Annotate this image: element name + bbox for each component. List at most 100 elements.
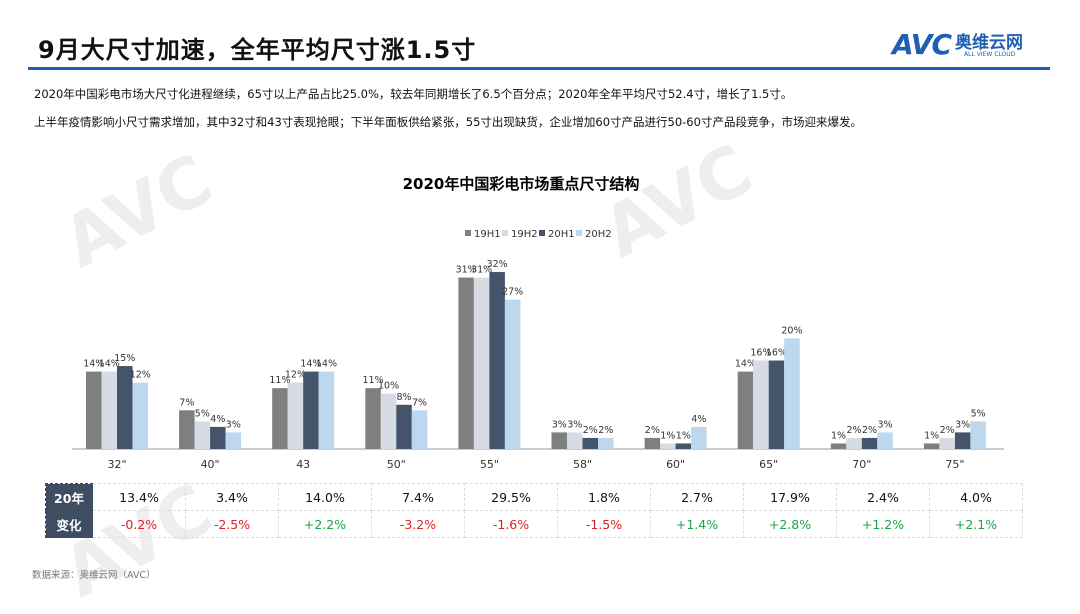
data-label: 2% <box>645 425 660 436</box>
data-label: 20% <box>781 325 802 336</box>
row-label: 20年 <box>45 483 93 511</box>
x-tick-label: 40" <box>201 458 220 471</box>
bar-20H1 <box>582 437 598 449</box>
bar-19H2 <box>101 371 117 449</box>
bar-20H1 <box>303 371 319 449</box>
change-cell: +2.2% <box>278 510 372 538</box>
data-label: 10% <box>378 381 399 392</box>
change-cell: +1.4% <box>650 510 744 538</box>
share-cell: 4.0% <box>929 483 1023 511</box>
data-source: 数据来源：奥维云网（AVC） <box>32 570 156 581</box>
bar-19H2 <box>939 437 955 449</box>
change-cell: -2.5% <box>185 510 279 538</box>
bar-20H2 <box>225 432 242 449</box>
data-label: 3% <box>226 419 241 430</box>
bar-chart: 2020年中国彩电市场重点尺寸结构32"14%14%15%12%40"7%5%4… <box>72 175 1004 471</box>
data-label: 1% <box>676 430 691 441</box>
bar-20H2 <box>318 371 335 449</box>
bar-19H2 <box>194 421 211 449</box>
data-label: 27% <box>502 287 523 298</box>
bar-19H1 <box>644 437 661 449</box>
header-divider <box>28 67 1050 70</box>
bar-19H1 <box>179 410 195 449</box>
bar-20H2 <box>970 421 986 449</box>
legend-swatch <box>539 230 545 236</box>
x-tick-label: 60" <box>666 458 685 471</box>
bar-19H1 <box>86 371 102 449</box>
x-tick-label: 43 <box>296 458 310 471</box>
legend-swatch <box>465 230 471 236</box>
bar-20H2 <box>784 338 800 449</box>
data-label: 12% <box>285 370 306 381</box>
data-label: 5% <box>195 408 210 419</box>
page-title: 9月大尺寸加速，全年平均尺寸涨1.5寸 <box>38 36 477 64</box>
legend-label: 19H2 <box>511 229 538 240</box>
bar-20H1 <box>675 443 692 449</box>
data-label: 12% <box>130 370 151 381</box>
bar-20H2 <box>411 410 428 449</box>
bar-19H2 <box>567 432 583 449</box>
data-label: 14% <box>316 359 337 370</box>
share-cell: 29.5% <box>464 483 558 511</box>
data-label: 14% <box>83 359 104 370</box>
legend-label: 19H1 <box>474 229 501 240</box>
bar-20H2 <box>132 382 148 449</box>
data-label: 3% <box>878 419 893 430</box>
x-tick-label: 70" <box>852 458 871 471</box>
data-label: 1% <box>660 430 675 441</box>
data-label: 2% <box>862 425 877 436</box>
x-tick-label: 58" <box>573 458 592 471</box>
summary-line: 2020年中国彩电市场大尺寸化进程继续，65寸以上产品占比25.0%，较去年同期… <box>34 87 793 101</box>
data-label: 8% <box>397 392 412 403</box>
bar-19H1 <box>272 388 288 449</box>
data-label: 7% <box>179 397 194 408</box>
data-label: 11% <box>269 375 290 386</box>
legend-label: 20H2 <box>585 229 612 240</box>
x-tick-label: 50" <box>387 458 406 471</box>
share-cell: 3.4% <box>185 483 279 511</box>
data-label: 16% <box>750 348 771 359</box>
bar-20H1 <box>861 437 878 449</box>
summary-line: 上半年疫情影响小尺寸需求增加，其中32寸和43寸表现抢眼；下半年面板供给紧张，5… <box>34 115 862 129</box>
share-cell: 17.9% <box>743 483 837 511</box>
data-label: 16% <box>766 348 787 359</box>
data-label: 15% <box>114 353 135 364</box>
x-tick-label: 32" <box>107 458 126 471</box>
data-label: 14% <box>300 359 321 370</box>
data-label: 3% <box>955 419 970 430</box>
data-label: 1% <box>924 430 939 441</box>
data-label: 1% <box>831 430 846 441</box>
bar-20H1 <box>117 366 133 449</box>
bar-19H1 <box>830 443 847 449</box>
row-label: 变化 <box>45 510 93 538</box>
data-label: 3% <box>567 419 582 430</box>
chart-title: 2020年中国彩电市场重点尺寸结构 <box>403 175 640 193</box>
bar-19H1 <box>458 277 474 449</box>
data-label: 2% <box>847 425 862 436</box>
legend-label: 20H1 <box>548 229 575 240</box>
data-label: 7% <box>412 397 427 408</box>
change-cell: -0.2% <box>92 510 186 538</box>
data-label: 4% <box>691 414 706 425</box>
data-label: 2% <box>598 425 613 436</box>
x-tick-label: 55" <box>480 458 499 471</box>
bar-19H2 <box>846 437 862 449</box>
change-cell: +2.1% <box>929 510 1023 538</box>
bar-19H2 <box>753 360 769 449</box>
data-label: 31% <box>471 265 492 276</box>
x-tick-label: 65" <box>759 458 778 471</box>
share-cell: 1.8% <box>557 483 651 511</box>
data-label: 4% <box>210 414 225 425</box>
bar-19H2 <box>287 382 304 449</box>
x-tick-label: 75" <box>945 458 964 471</box>
bar-20H2 <box>504 299 521 449</box>
data-label: 14% <box>99 359 120 370</box>
bar-20H2 <box>598 437 614 449</box>
bar-20H1 <box>396 404 412 449</box>
change-cell: -3.2% <box>371 510 465 538</box>
share-cell: 2.7% <box>650 483 744 511</box>
bar-19H2 <box>473 277 490 449</box>
bar-19H1 <box>737 371 754 449</box>
data-label: 31% <box>456 265 477 276</box>
share-cell: 2.4% <box>836 483 930 511</box>
